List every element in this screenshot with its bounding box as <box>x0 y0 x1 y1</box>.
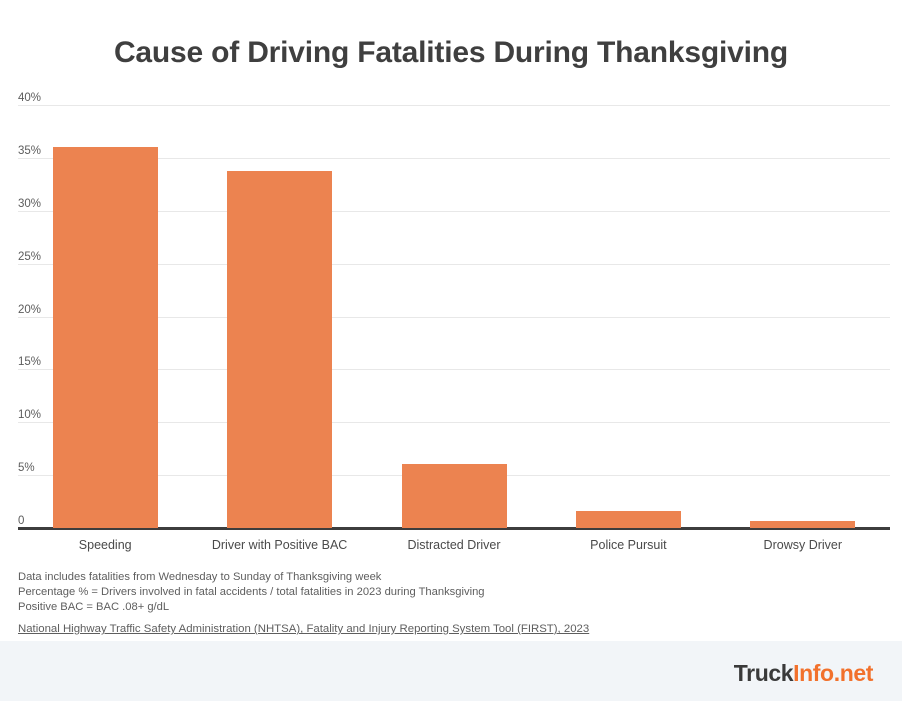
gridline <box>18 157 890 159</box>
y-axis-tick-label: 15% <box>18 356 42 369</box>
source-citation-link[interactable]: National Highway Traffic Safety Administ… <box>18 623 590 635</box>
bar[interactable] <box>227 170 333 528</box>
y-axis-tick-label: 25% <box>18 250 42 263</box>
x-axis-tick-label: Driver with Positive BAC <box>211 538 348 552</box>
y-axis-tick-label: 0 <box>18 515 25 527</box>
x-axis-baseline <box>18 527 890 530</box>
bars-group <box>52 147 856 528</box>
note-line: Percentage % = Drivers involved in fatal… <box>18 586 485 599</box>
x-axis-tick-label: Distracted Driver <box>407 538 501 552</box>
y-axis-tick-label: 30% <box>18 197 42 210</box>
bar[interactable] <box>52 147 158 528</box>
page-title: Cause of Driving Fatalities During Thank… <box>113 36 789 69</box>
logo-accent-text: Info.net <box>793 660 873 686</box>
page-footer: TruckInfo.net <box>0 641 902 701</box>
y-axis-tick-label: 20% <box>18 303 42 316</box>
y-axis-tick-label: 10% <box>18 409 42 422</box>
bar-chart-plot-area: 40% 35% 30% 25% 20% 15% 10% 5% 0 Speeding Driver … <box>18 92 890 552</box>
logo-primary-text: Truck <box>733 660 794 686</box>
y-axis-tick-label: 40% <box>18 92 42 104</box>
y-axis-tick-label: 35% <box>18 144 42 157</box>
gridline <box>18 263 890 265</box>
x-axis-tick-label: Speeding <box>78 538 132 552</box>
x-axis-tick-label: Drowsy Driver <box>763 538 843 552</box>
gridline <box>18 422 890 424</box>
truckinfo-logo[interactable]: TruckInfo.net <box>733 660 874 687</box>
gridline <box>18 369 890 371</box>
y-axis-tick-label: 5% <box>18 462 35 475</box>
bar[interactable] <box>401 463 507 528</box>
bar[interactable] <box>750 520 856 528</box>
note-line: Data includes fatalities from Wednesday … <box>18 571 382 583</box>
gridline <box>18 316 890 318</box>
bar[interactable] <box>575 511 681 528</box>
note-line: Positive BAC = BAC .08+ g/dL <box>18 601 170 614</box>
gridline <box>18 105 890 106</box>
chart-notes: Data includes fatalities from Wednesday … <box>18 570 878 616</box>
gridline <box>18 210 890 212</box>
x-axis-tick-label: Police Pursuit <box>590 538 667 552</box>
